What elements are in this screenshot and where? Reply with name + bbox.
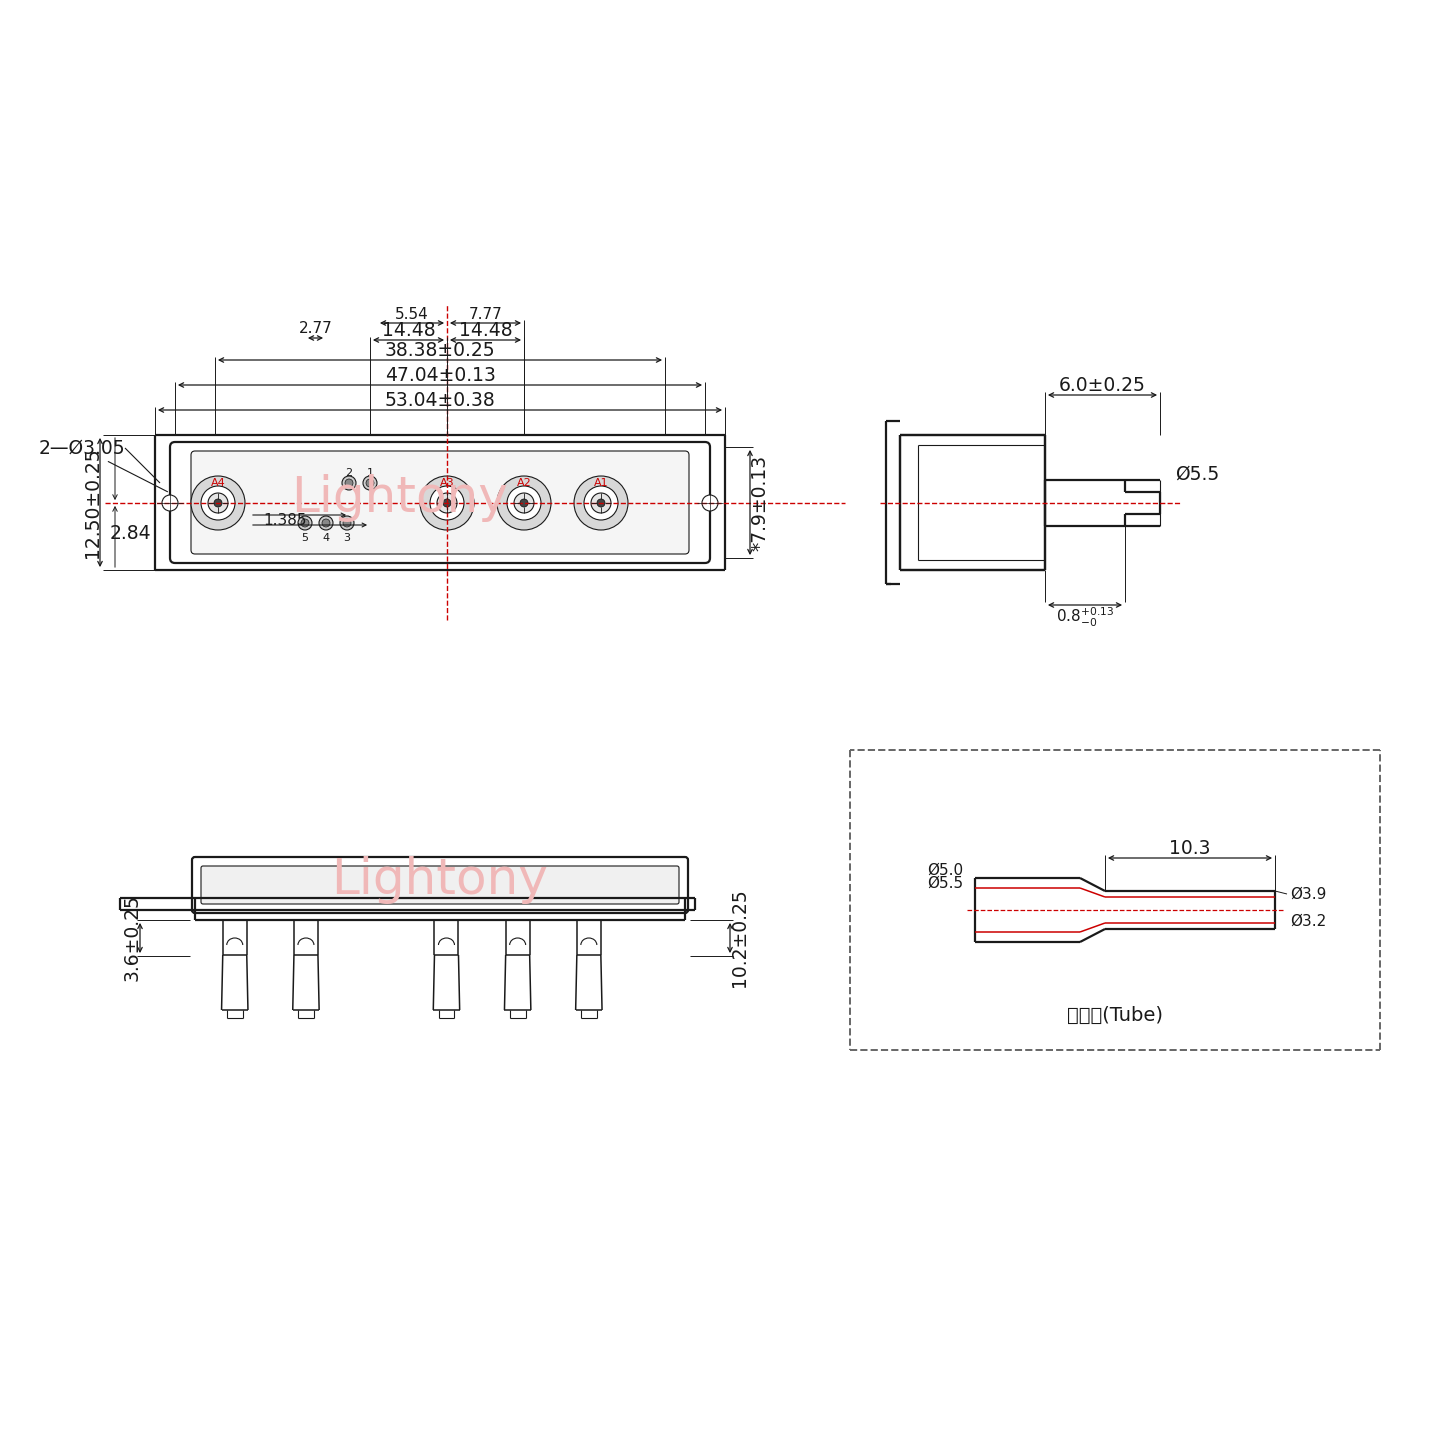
Text: Lightony: Lightony [291, 474, 508, 523]
Circle shape [363, 477, 377, 490]
Text: 38.38±0.25: 38.38±0.25 [384, 340, 495, 360]
Circle shape [323, 518, 330, 527]
Circle shape [320, 516, 333, 530]
Text: 10.2±0.25: 10.2±0.25 [730, 888, 749, 988]
Circle shape [343, 477, 356, 490]
Text: 12.50±0.25: 12.50±0.25 [82, 448, 101, 557]
FancyBboxPatch shape [202, 865, 680, 904]
Text: A4: A4 [210, 478, 226, 488]
Text: Ø3.9: Ø3.9 [1290, 887, 1326, 901]
Text: A2: A2 [517, 478, 531, 488]
Text: 47.04±0.13: 47.04±0.13 [384, 366, 495, 384]
Text: 14.48: 14.48 [382, 321, 435, 340]
Text: A3: A3 [439, 478, 454, 488]
Circle shape [436, 492, 456, 513]
Circle shape [298, 516, 312, 530]
Text: 10.3: 10.3 [1169, 838, 1211, 857]
Circle shape [366, 480, 374, 487]
Circle shape [343, 518, 351, 527]
Text: Ø3.2: Ø3.2 [1290, 913, 1326, 929]
Text: 1.385: 1.385 [264, 513, 307, 528]
Text: 7.77: 7.77 [468, 307, 503, 321]
Circle shape [207, 492, 228, 513]
Text: 5.54: 5.54 [395, 307, 429, 321]
Text: 53.04±0.38: 53.04±0.38 [384, 390, 495, 409]
Text: 2—Ø3.05: 2—Ø3.05 [39, 439, 167, 491]
Circle shape [598, 500, 605, 507]
Text: Ø5.5: Ø5.5 [927, 876, 963, 890]
Text: 14.48: 14.48 [459, 321, 513, 340]
Text: $0.8^{+0.13}_{-0}$: $0.8^{+0.13}_{-0}$ [1056, 605, 1115, 629]
Circle shape [701, 495, 719, 511]
Text: 屏蔽管(Tube): 屏蔽管(Tube) [1067, 1005, 1164, 1024]
FancyBboxPatch shape [192, 857, 688, 913]
Text: Lightony: Lightony [331, 855, 549, 904]
Circle shape [585, 487, 618, 520]
Text: 2.84: 2.84 [109, 524, 151, 543]
Text: Ø5.0: Ø5.0 [927, 863, 963, 877]
Text: 2.77: 2.77 [298, 321, 333, 336]
Text: 1: 1 [367, 468, 373, 478]
Circle shape [346, 480, 353, 487]
Circle shape [163, 495, 179, 511]
FancyBboxPatch shape [900, 435, 1045, 570]
Text: Ø5.5: Ø5.5 [1175, 465, 1220, 484]
Circle shape [215, 500, 222, 507]
Circle shape [497, 477, 552, 530]
Text: 3: 3 [344, 533, 350, 543]
Text: 3.6±0.25: 3.6±0.25 [122, 894, 141, 982]
Circle shape [590, 492, 611, 513]
FancyBboxPatch shape [192, 451, 688, 554]
Circle shape [431, 487, 464, 520]
FancyBboxPatch shape [170, 442, 710, 563]
Circle shape [514, 492, 534, 513]
Circle shape [420, 477, 474, 530]
Circle shape [192, 477, 245, 530]
Circle shape [507, 487, 541, 520]
Circle shape [444, 500, 451, 507]
Text: 5: 5 [301, 533, 308, 543]
Circle shape [202, 487, 235, 520]
Text: 4: 4 [323, 533, 330, 543]
Text: A1: A1 [593, 478, 608, 488]
Circle shape [520, 500, 528, 507]
Circle shape [340, 516, 354, 530]
Circle shape [301, 518, 310, 527]
Text: 6.0±0.25: 6.0±0.25 [1058, 376, 1146, 395]
Text: 2: 2 [346, 468, 353, 478]
Circle shape [575, 477, 628, 530]
Text: *7.9±0.13: *7.9±0.13 [750, 455, 769, 550]
